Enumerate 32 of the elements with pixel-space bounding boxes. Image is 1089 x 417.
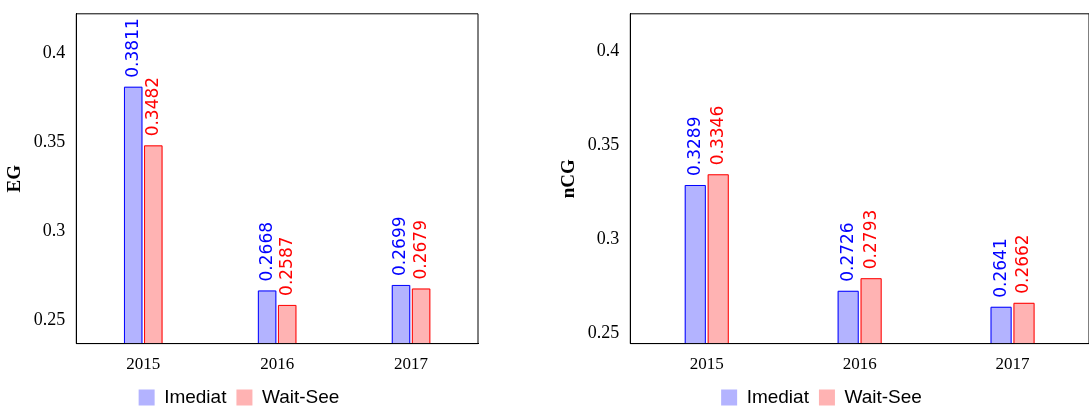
data-label: 0.3289 bbox=[683, 116, 704, 176]
y-tick-label: 0.25 bbox=[587, 322, 620, 342]
data-label: 0.2793 bbox=[859, 209, 880, 270]
data-label: 0.2679 bbox=[409, 220, 430, 280]
legend-label: Imediat bbox=[164, 385, 228, 407]
x-tick-label: 2015 bbox=[689, 354, 724, 374]
legend-label: Wait-See bbox=[844, 385, 922, 407]
y-axis-title: EG bbox=[3, 164, 25, 193]
x-tick-label: 2016 bbox=[842, 354, 877, 374]
y-tick-label: 0.35 bbox=[587, 134, 620, 155]
data-label: 0.3811 bbox=[121, 18, 142, 78]
data-label: 0.3482 bbox=[141, 76, 162, 137]
data-label: 0.2668 bbox=[255, 221, 276, 282]
data-label: 0.2587 bbox=[275, 236, 296, 296]
y-tick-label: 0.3 bbox=[596, 228, 620, 249]
y-axis-title: nCG bbox=[557, 158, 579, 199]
legend-label: Imediat bbox=[746, 385, 810, 407]
data-label: 0.2641 bbox=[989, 238, 1010, 298]
data-label: 0.3346 bbox=[706, 105, 727, 166]
x-tick-label: 2017 bbox=[394, 354, 429, 374]
legend-label: Wait-See bbox=[261, 385, 340, 407]
y-tick-label: 0.35 bbox=[33, 130, 66, 151]
y-tick-label: 0.3 bbox=[42, 220, 66, 241]
x-tick-label: 2017 bbox=[995, 354, 1031, 374]
y-tick-label: 0.4 bbox=[42, 41, 66, 62]
data-label: 0.2699 bbox=[389, 216, 410, 276]
y-tick-label: 0.25 bbox=[33, 309, 66, 330]
x-tick-label: 2016 bbox=[260, 354, 295, 374]
x-tick-label: 2015 bbox=[126, 354, 161, 374]
data-label: 0.2726 bbox=[836, 222, 857, 282]
y-tick-label: 0.4 bbox=[596, 40, 620, 61]
data-label: 0.2662 bbox=[1012, 234, 1033, 294]
